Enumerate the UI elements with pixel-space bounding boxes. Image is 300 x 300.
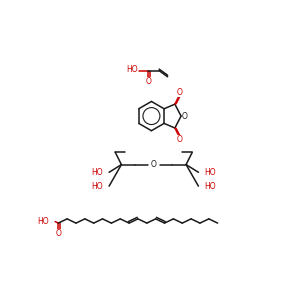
Text: HO: HO	[91, 168, 103, 177]
Text: O: O	[177, 135, 182, 144]
Text: HO: HO	[126, 65, 138, 74]
Text: O: O	[146, 77, 152, 86]
Text: O: O	[56, 230, 62, 238]
Text: HO: HO	[38, 217, 49, 226]
Text: O: O	[177, 88, 182, 97]
Text: HO: HO	[91, 182, 103, 191]
Text: O: O	[182, 112, 188, 121]
Text: HO: HO	[205, 168, 216, 177]
Text: O: O	[151, 160, 157, 169]
Text: HO: HO	[205, 182, 216, 191]
